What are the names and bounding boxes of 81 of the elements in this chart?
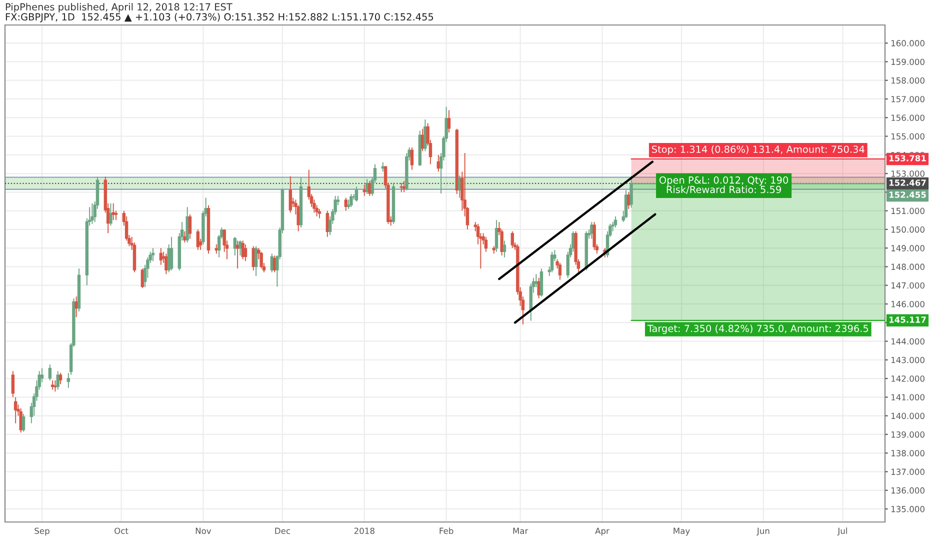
candlestick xyxy=(151,248,155,262)
y-tick-label: 160.000 xyxy=(891,40,924,46)
candlestick xyxy=(244,244,248,262)
y-tick-label: 147.000 xyxy=(891,282,924,289)
y-tick-label: 157.000 xyxy=(891,96,924,102)
y-tick-label: 135.000 xyxy=(891,506,924,512)
candlestick xyxy=(90,202,94,224)
candlestick xyxy=(550,251,554,273)
candlestick xyxy=(236,240,240,270)
x-tick-label: Oct xyxy=(114,528,128,534)
candlestick xyxy=(288,176,292,214)
candlestick xyxy=(447,110,451,134)
candlestick xyxy=(354,186,358,202)
candlestick xyxy=(484,236,488,252)
candlestick xyxy=(170,236,174,271)
candlestick xyxy=(614,216,618,228)
candlestick xyxy=(186,206,189,243)
candlestick xyxy=(50,380,54,390)
x-tick-label: Sep xyxy=(34,528,50,536)
x-tick-label: Dec xyxy=(275,528,290,534)
y-tick-label: 139.000 xyxy=(891,431,924,438)
candlestick xyxy=(537,277,540,299)
y-tick-label: 143.000 xyxy=(891,356,924,364)
candlestick xyxy=(11,370,15,398)
y-tick-label: 158.000 xyxy=(891,77,924,84)
y-tick-label: 144.000 xyxy=(891,338,924,345)
candlestick xyxy=(344,197,348,212)
ref-line-label: 145.117 xyxy=(889,316,926,323)
ref-line-label: 153.781 xyxy=(889,155,926,162)
candlestick xyxy=(233,236,237,256)
candlestick xyxy=(254,246,258,276)
candlestick xyxy=(48,364,52,381)
x-tick-label: Jun xyxy=(756,528,770,536)
x-tick-label: Feb xyxy=(440,528,454,534)
y-tick-label: 140.000 xyxy=(891,412,924,420)
y-tick-label: 153.000 xyxy=(891,170,924,177)
x-tick-label: 2018 xyxy=(354,528,374,534)
candlestick xyxy=(540,268,544,297)
y-tick-label: 148.000 xyxy=(891,264,924,270)
y-tick-label: 151.000 xyxy=(891,208,924,214)
ref-line-label: 152.455 xyxy=(889,192,926,198)
candlestick xyxy=(112,202,115,221)
candlestick xyxy=(494,220,498,252)
candlestick xyxy=(558,262,562,280)
y-tick-label: 137.000 xyxy=(891,468,924,475)
candlestick xyxy=(502,240,506,258)
y-tick-label: 142.000 xyxy=(891,375,924,382)
y-tick-label: 155.000 xyxy=(891,133,924,140)
ref-line-label: 152.467 xyxy=(889,180,926,186)
x-tick-label: Mar xyxy=(513,528,528,534)
candlestick xyxy=(510,230,514,249)
y-tick-label: 156.000 xyxy=(891,114,924,121)
x-tick-label: May xyxy=(674,528,690,536)
y-tick-label: 146.000 xyxy=(891,300,924,308)
candlestick xyxy=(109,202,112,226)
candlestick xyxy=(54,380,57,392)
annotation: Open P&L: 0.012, Qty: 190 Risk/Reward Ratio: 5.59 xyxy=(659,176,788,194)
candlestick xyxy=(260,251,263,270)
x-tick-label: Jul xyxy=(837,528,847,536)
candlestick xyxy=(592,221,596,250)
y-tick-label: 138.000 xyxy=(891,450,924,456)
y-tick-label: 159.000 xyxy=(891,58,924,65)
y-tick-label: 149.000 xyxy=(891,245,924,252)
chart-title: PipPhenes published, April 12, 2018 12:17 EST xyxy=(6,3,232,12)
candlestick xyxy=(350,194,353,208)
chart-subtitle: FX:GBPJPY, 1D 152.455 ▲ +1.103 (+0.73%) O:151.352 H:152.882 L:151.170 C:152.455 xyxy=(6,13,434,22)
y-tick-label: 141.000 xyxy=(891,394,924,400)
candlestick xyxy=(22,413,26,432)
candlestick xyxy=(74,296,78,318)
candlestick xyxy=(188,214,192,240)
candlestick xyxy=(14,396,18,424)
candlestick xyxy=(159,248,163,266)
candlestick xyxy=(58,372,62,385)
x-tick-label: Nov xyxy=(196,528,212,534)
band-label: Target: 7.350 (4.82%) 735.0, Amount: 2396.5 xyxy=(647,324,868,334)
candlestick xyxy=(410,146,414,170)
y-tick-label: 136.000 xyxy=(891,487,924,494)
candlestick xyxy=(241,240,244,260)
x-tick-label: Apr xyxy=(595,528,610,536)
band-label: Stop: 1.314 (0.86%) 131.4, Amount: 750.34 xyxy=(652,145,864,155)
y-tick-label: 150.000 xyxy=(891,226,924,233)
